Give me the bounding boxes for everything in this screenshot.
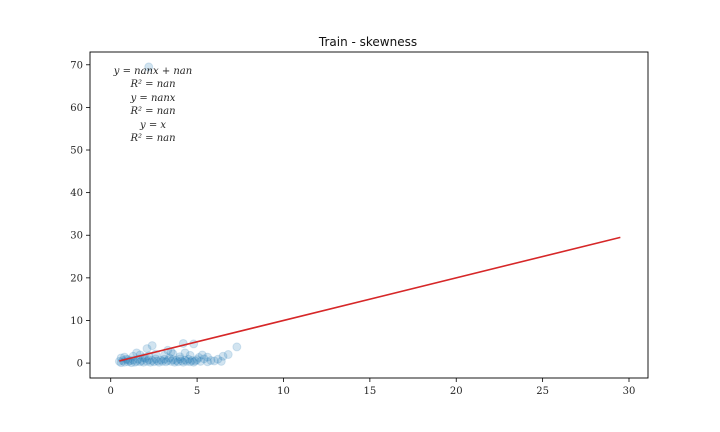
scatter-point xyxy=(187,356,197,366)
scatter-point xyxy=(139,357,149,367)
equation-annotation: R² = nan xyxy=(129,106,175,117)
scatter-point xyxy=(232,342,242,352)
scatter-point xyxy=(163,356,173,366)
y-tick-label: 30 xyxy=(70,231,83,242)
scatter-point xyxy=(168,355,178,365)
equation-annotation: R² = nan xyxy=(129,133,175,144)
x-tick-label: 25 xyxy=(536,386,549,397)
chart-title: Train - skewness xyxy=(318,35,417,49)
scatter-point xyxy=(161,357,171,367)
x-tick-label: 5 xyxy=(194,386,200,397)
y-tick-label: 10 xyxy=(70,316,83,327)
scatter-point xyxy=(183,354,193,364)
scatter-point xyxy=(144,355,154,365)
y-tick-label: 60 xyxy=(70,103,83,114)
scatter-point xyxy=(168,349,178,359)
scatter-point xyxy=(190,356,200,366)
scatter-point xyxy=(218,351,228,361)
x-tick-label: 20 xyxy=(450,386,463,397)
scatter-point xyxy=(166,356,176,366)
scatter-point xyxy=(173,357,183,367)
scatter-point xyxy=(142,344,152,354)
scatter-point xyxy=(152,356,162,366)
plot-area xyxy=(114,62,621,368)
equation-annotation: y = nanx xyxy=(130,93,176,104)
scatter-point xyxy=(189,357,199,367)
scatter-point xyxy=(185,350,195,360)
scatter-point xyxy=(180,348,190,358)
scatter-point xyxy=(185,357,195,367)
scatter-point xyxy=(177,356,187,366)
scatter-point xyxy=(159,354,169,364)
x-tick-label: 30 xyxy=(623,386,636,397)
scatter-point xyxy=(156,355,166,365)
scatter-point xyxy=(175,354,185,364)
scatter-point xyxy=(142,356,152,366)
x-tick-label: 15 xyxy=(363,386,376,397)
scatter-point xyxy=(223,350,233,360)
scatter-point xyxy=(147,341,157,351)
scatter-point xyxy=(130,357,140,367)
scatter-point xyxy=(144,62,154,72)
scatter-point xyxy=(202,352,212,362)
fit-line xyxy=(119,236,621,362)
scatter-point xyxy=(159,350,169,360)
scatter-point xyxy=(145,357,155,367)
scatter-point xyxy=(164,353,174,363)
x-tick-label: 0 xyxy=(108,386,114,397)
equation-annotations: y = nanx + nan R² = nan y = nanx R² = nan y … xyxy=(113,66,192,144)
scatter-point xyxy=(147,356,157,366)
scatter-point xyxy=(175,352,185,362)
scatter-point xyxy=(206,356,216,366)
x-tick-label: 10 xyxy=(277,386,290,397)
axes: 0 5 10 15 20 25 30 0 10 20 30 40 50 60 70 xyxy=(70,51,649,397)
y-tick-label: 70 xyxy=(70,60,83,71)
plot-frame xyxy=(89,51,649,379)
equation-annotation: y = x xyxy=(139,120,166,131)
y-tick-label: 0 xyxy=(77,359,83,370)
y-tick-label: 50 xyxy=(70,146,83,157)
scatter-point xyxy=(199,354,209,364)
scatter-point xyxy=(149,357,159,367)
y-tick-label: 20 xyxy=(70,273,83,284)
scatter-point xyxy=(178,357,188,367)
scatter-point xyxy=(158,356,168,366)
scatter-point xyxy=(197,350,207,360)
scatter-point xyxy=(182,356,192,366)
scatter-point xyxy=(135,357,145,367)
scatter-point xyxy=(137,356,147,366)
scatter-point xyxy=(196,356,206,366)
scatter-point xyxy=(151,354,161,364)
scatter-point xyxy=(114,356,124,366)
scatter-point xyxy=(216,356,226,366)
equation-annotation: R² = nan xyxy=(129,79,175,90)
scatter-point xyxy=(213,354,223,364)
scatter-point xyxy=(154,357,164,367)
scatter-point xyxy=(170,357,180,367)
y-tick-label: 40 xyxy=(70,188,83,199)
scatter-point xyxy=(209,356,219,366)
scatter-point xyxy=(171,356,181,366)
scatter-point xyxy=(192,355,202,365)
scatter-point xyxy=(202,357,212,367)
scatter-point xyxy=(194,353,204,363)
scatter-point xyxy=(180,355,190,365)
equation-annotation: y = nanx + nan xyxy=(113,66,192,77)
